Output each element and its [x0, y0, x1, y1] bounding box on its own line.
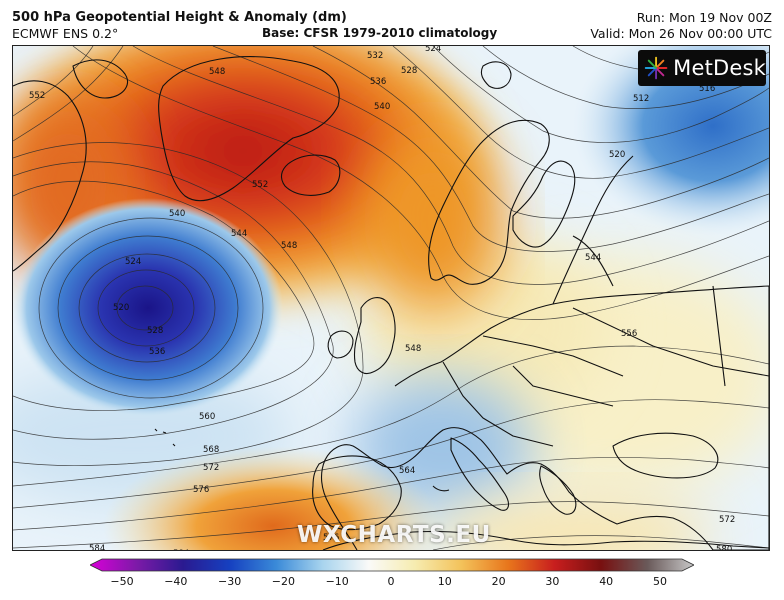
coastlines: [13, 56, 769, 550]
colorbar-tick-label: 10: [437, 575, 452, 588]
metdesk-logo-text: MetDesk: [673, 56, 766, 80]
contour-label: 548: [405, 344, 421, 354]
contour-label: 548: [209, 67, 225, 77]
colorbar-tick-label: 0: [387, 575, 395, 588]
model-label: ECMWF ENS 0.2°: [12, 26, 119, 41]
contour-label: 564: [399, 466, 415, 476]
colorbar-bar: [90, 558, 694, 572]
contour-label: 560: [199, 412, 215, 422]
weather-map: 552 548 532 536 540 528 524 514 512 516 …: [12, 45, 770, 551]
contour-label: 536: [370, 77, 386, 87]
ireland-outline: [327, 330, 354, 359]
contour-label: 572: [203, 463, 219, 473]
contour-labels: 552 548 532 536 540 528 524 514 512 516 …: [29, 46, 735, 550]
colorbar-tick-label: −30: [217, 575, 242, 588]
colorbar-tick-label: 40: [599, 575, 614, 588]
anomaly-colorbar: [90, 558, 694, 572]
contour-label: 524: [125, 257, 141, 267]
contour-label: 552: [252, 180, 268, 190]
contour-label: 552: [29, 91, 45, 101]
contour-label: 576: [193, 485, 209, 495]
wxcharts-watermark: WXCHARTS.EU: [297, 522, 491, 548]
contour-label: 516: [699, 84, 715, 94]
valid-time-label: Valid: Mon 26 Nov 00:00 UTC: [590, 26, 772, 41]
black-sea-outline: [612, 432, 719, 479]
anomaly-shading: [13, 46, 769, 550]
great-britain-outline: [353, 297, 396, 375]
contour-label: 584: [173, 549, 189, 550]
iberia-outline: [312, 455, 402, 531]
colorbar-tick-label: 30: [545, 575, 560, 588]
contour-label: 532: [367, 51, 383, 61]
height-contours: [13, 46, 769, 550]
contour-label: 556: [621, 329, 637, 339]
contour-label: 580: [716, 545, 732, 550]
colorbar-tick-label: 20: [491, 575, 506, 588]
contour-label: 528: [147, 326, 163, 336]
colorbar-tick-label: −10: [325, 575, 349, 588]
greece-outline: [539, 465, 577, 515]
contour-label: 576: [323, 533, 339, 543]
contour-label: 544: [585, 253, 601, 263]
contour-label: 520: [609, 150, 625, 160]
contour-label: 568: [203, 445, 219, 455]
contour-label: 572: [719, 515, 735, 525]
run-time-label: Run: Mon 19 Nov 00Z: [636, 10, 772, 25]
contour-label: 514: [458, 46, 474, 47]
contour-label: 536: [149, 347, 165, 357]
climatology-base-label: Base: CFSR 1979-2010 climatology: [262, 26, 498, 40]
iceland-outline: [280, 154, 341, 196]
greenland-outline: [158, 56, 340, 202]
contour-label: 540: [169, 209, 185, 219]
colorbar-tick-label: 50: [653, 575, 667, 588]
contour-label: 548: [281, 241, 297, 251]
colorbar-tick-label: −20: [271, 575, 295, 588]
north-africa-outline: [322, 530, 769, 550]
colorbar-tick-label: −40: [164, 575, 188, 588]
canada-arctic-outline: [13, 80, 87, 272]
contour-label: 544: [231, 229, 247, 239]
metdesk-star-icon: [644, 56, 668, 80]
contour-label: 584: [89, 544, 105, 550]
contour-label: 524: [425, 46, 441, 54]
metdesk-logo: MetDesk: [638, 50, 766, 86]
scandinavia-outline: [428, 119, 550, 285]
contour-label: 512: [633, 94, 649, 104]
contour-label: 540: [374, 102, 390, 112]
map-title: 500 hPa Geopotential Height & Anomaly (d…: [12, 10, 347, 25]
italy-outline: [450, 437, 510, 511]
contour-label: 528: [401, 66, 417, 76]
colorbar-tick-label: −50: [110, 575, 134, 588]
contour-label: 520: [113, 303, 129, 313]
